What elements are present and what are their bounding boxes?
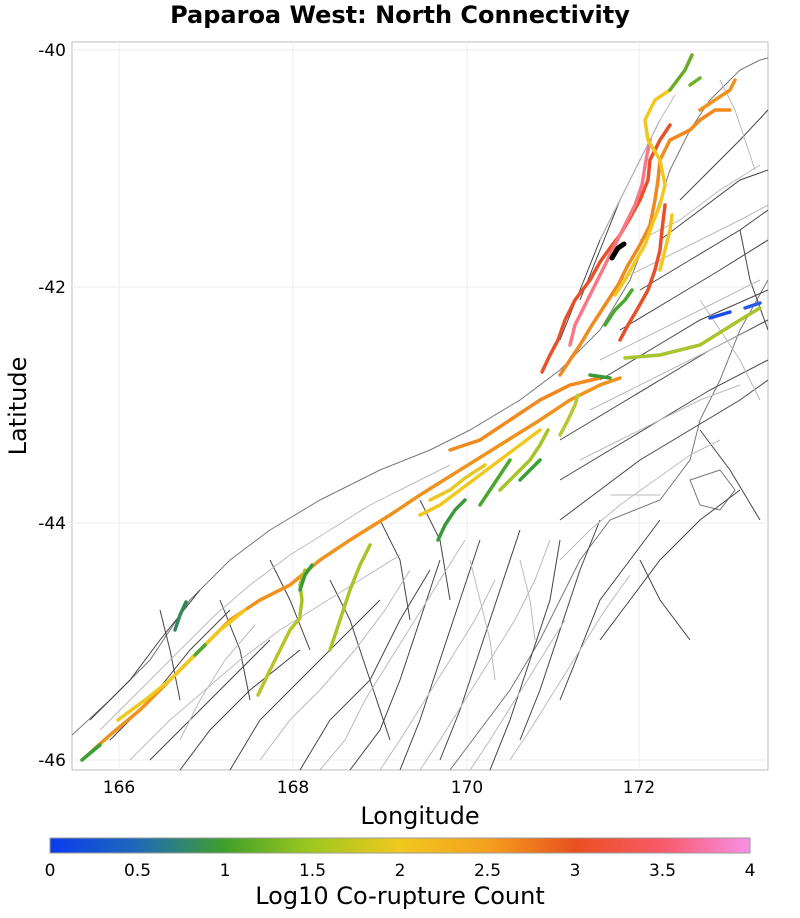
x-axis-label: Longitude [360, 802, 479, 830]
colorbar-tick: 3.5 [649, 861, 676, 881]
highlight-fault-paparoa-west [609, 241, 627, 261]
grid [72, 42, 768, 770]
fault-trace-green-sw [80, 743, 102, 762]
fault-trace-green-mid-1 [436, 498, 467, 542]
y-tick: -42 [38, 278, 66, 298]
fault-trace-green-north-2 [603, 288, 634, 327]
x-tick: 172 [623, 778, 655, 798]
fault-trace-yellow-south [116, 608, 247, 722]
y-tick: -40 [38, 41, 66, 61]
fault-trace-yellowgreen-mid [498, 428, 550, 492]
fault-trace-yellow-north-2 [658, 213, 674, 272]
fault-trace-pink [568, 138, 652, 347]
fault-trace-yellow-mid [418, 428, 542, 517]
corupture-faults [80, 53, 762, 762]
fault-trace-green-north [668, 53, 694, 92]
fault-trace-blue [708, 310, 732, 320]
y-axis-label: Latitude [4, 357, 32, 456]
y-tick: -46 [38, 751, 66, 771]
fault-trace-yellow-north [613, 88, 672, 297]
fault-trace-blue-2 [743, 301, 762, 310]
colorbar-gradient [49, 837, 751, 854]
x-tick: 166 [103, 778, 135, 798]
fault-trace-green-3 [298, 563, 314, 592]
colorbar-tick: 0 [45, 861, 56, 881]
x-tick: 168 [277, 778, 309, 798]
chart-title: Paparoa West: North Connectivity [170, 1, 630, 29]
colorbar-tick: 2.5 [474, 861, 501, 881]
fault-trace-green-east [588, 373, 612, 380]
fault-trace-green-mid-3 [518, 458, 542, 482]
fault-trace-orange-2 [448, 376, 602, 452]
fault-trace-yellowgreen-east [623, 306, 762, 360]
fault-trace-green-northeast [688, 76, 702, 87]
x-ticks: 166 168 170 172 [103, 778, 655, 798]
colorbar-tick: 4 [745, 861, 756, 881]
y-ticks: -40 -42 -44 -46 [38, 41, 66, 771]
fault-trace-red-1 [540, 123, 672, 374]
colorbar-tick: 2 [395, 861, 406, 881]
fault-trace-red-2 [618, 203, 667, 342]
fault-network-dark [89, 109, 768, 770]
y-tick: -44 [38, 514, 66, 534]
fault-trace-yellowgreen-2 [256, 616, 302, 697]
fault-trace-green-2 [193, 643, 207, 657]
fault-trace-orange-north-2 [698, 78, 737, 112]
x-tick: 170 [451, 778, 483, 798]
colorbar-tick: 1.5 [299, 861, 326, 881]
fault-trace-yellowgreen-3 [328, 543, 372, 652]
fault-trace-yellowgreen-mid-2 [558, 393, 580, 437]
colorbar-tick: 1 [220, 861, 231, 881]
colorbar-label: Log10 Co-rupture Count [255, 882, 545, 910]
fault-trace-yellow-mid-2 [428, 463, 487, 502]
fault-trace-orange-north-1 [558, 108, 732, 377]
fault-trace-teal [173, 600, 188, 632]
colorbar-tick: 3 [570, 861, 581, 881]
fault-trace-green-mid-2 [478, 458, 512, 507]
colorbar-ticks: 0 0.5 1 1.5 2 2.5 3 3.5 4 [45, 861, 756, 881]
colorbar-tick: 0.5 [124, 861, 151, 881]
plot-area [71, 41, 769, 771]
coastline [72, 57, 768, 770]
